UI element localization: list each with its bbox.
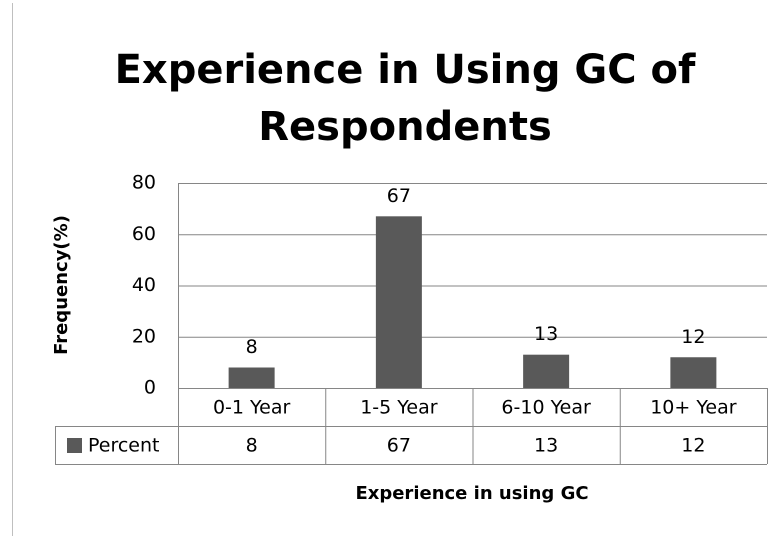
chart-title: Respondents bbox=[258, 104, 552, 150]
legend-key bbox=[67, 438, 82, 453]
data-label: 12 bbox=[681, 326, 705, 348]
table-value: 13 bbox=[534, 435, 558, 457]
y-tick-label: 20 bbox=[132, 325, 156, 347]
table-value: 67 bbox=[387, 435, 411, 457]
x-tick-label: 10+ Year bbox=[650, 397, 737, 419]
bar bbox=[523, 354, 570, 388]
bar bbox=[375, 216, 422, 388]
data-label: 13 bbox=[534, 323, 558, 345]
y-tick-label: 80 bbox=[132, 172, 156, 194]
table-value: 12 bbox=[681, 435, 705, 457]
table-value: 8 bbox=[246, 435, 258, 457]
x-axis-label: Experience in using GC bbox=[355, 483, 588, 504]
bar bbox=[670, 357, 717, 388]
chart-title: Experience in Using GC of bbox=[115, 47, 696, 93]
x-tick-label: 0-1 Year bbox=[213, 397, 290, 419]
x-tick-label: 1-5 Year bbox=[360, 397, 437, 419]
data-label: 67 bbox=[387, 185, 411, 207]
y-tick-label: 0 bbox=[144, 377, 156, 399]
bar bbox=[228, 367, 275, 388]
x-tick-label: 6-10 Year bbox=[501, 397, 591, 419]
y-axis-label: Frequency(%) bbox=[51, 215, 72, 355]
data-label: 8 bbox=[246, 336, 258, 358]
y-tick-label: 60 bbox=[132, 223, 156, 245]
legend-label: Percent bbox=[88, 435, 160, 457]
y-tick-label: 40 bbox=[132, 274, 156, 296]
